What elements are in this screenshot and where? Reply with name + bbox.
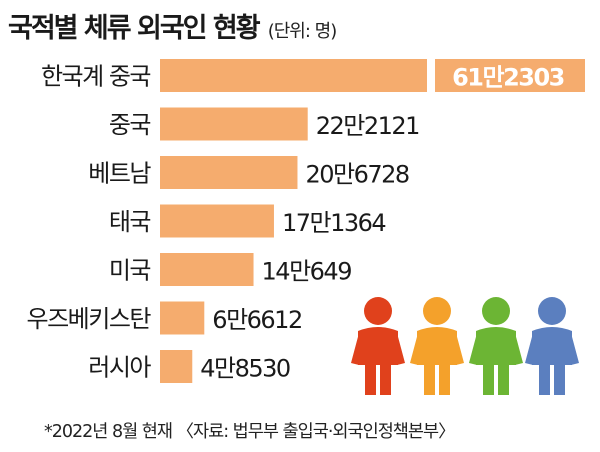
bar — [160, 253, 254, 286]
unit-label: (단위: 명) — [267, 21, 338, 42]
category-label: 한국계 중국 — [41, 63, 150, 91]
value-label: 22만2121 — [316, 112, 419, 140]
source-note: *2022년 8월 현재 〈자료: 법무부 출입국·외국인정책본부〉 — [44, 422, 456, 442]
people-illustration — [351, 297, 579, 395]
category-label: 우즈베키스탄 — [27, 305, 152, 333]
value-label: 14만649 — [262, 258, 352, 286]
category-label: 러시아 — [88, 354, 151, 382]
bar — [160, 156, 298, 189]
chart-title: 국적별 체류 외국인 현황 — [8, 13, 261, 44]
bar — [160, 204, 274, 238]
bar-segment-left — [160, 59, 427, 92]
category-label: 태국 — [109, 208, 151, 236]
person-green-icon — [469, 297, 523, 395]
category-label: 베트남 — [88, 160, 151, 188]
value-label: 6만6612 — [212, 306, 301, 334]
value-label: 17만1364 — [282, 209, 385, 237]
bar — [160, 107, 308, 141]
value-label: 20만6728 — [305, 161, 408, 189]
person-orange-icon — [410, 297, 464, 395]
chart-title-row: 국적별 체류 외국인 현황 (단위: 명) — [8, 6, 338, 45]
person-red-icon — [351, 297, 405, 395]
value-label: 4만8530 — [200, 355, 290, 383]
bar — [160, 350, 193, 383]
bar-segment-right — [435, 59, 585, 92]
bar — [160, 301, 205, 335]
category-label: 미국 — [109, 257, 151, 285]
category-label: 중국 — [109, 111, 151, 139]
value-label: 61만2303 — [452, 64, 564, 92]
bars-group: 한국계 중국 61만2303 중국 22만2121 베트남 20만6728 태국 17만136… — [27, 59, 585, 383]
person-blue-icon — [525, 297, 579, 395]
